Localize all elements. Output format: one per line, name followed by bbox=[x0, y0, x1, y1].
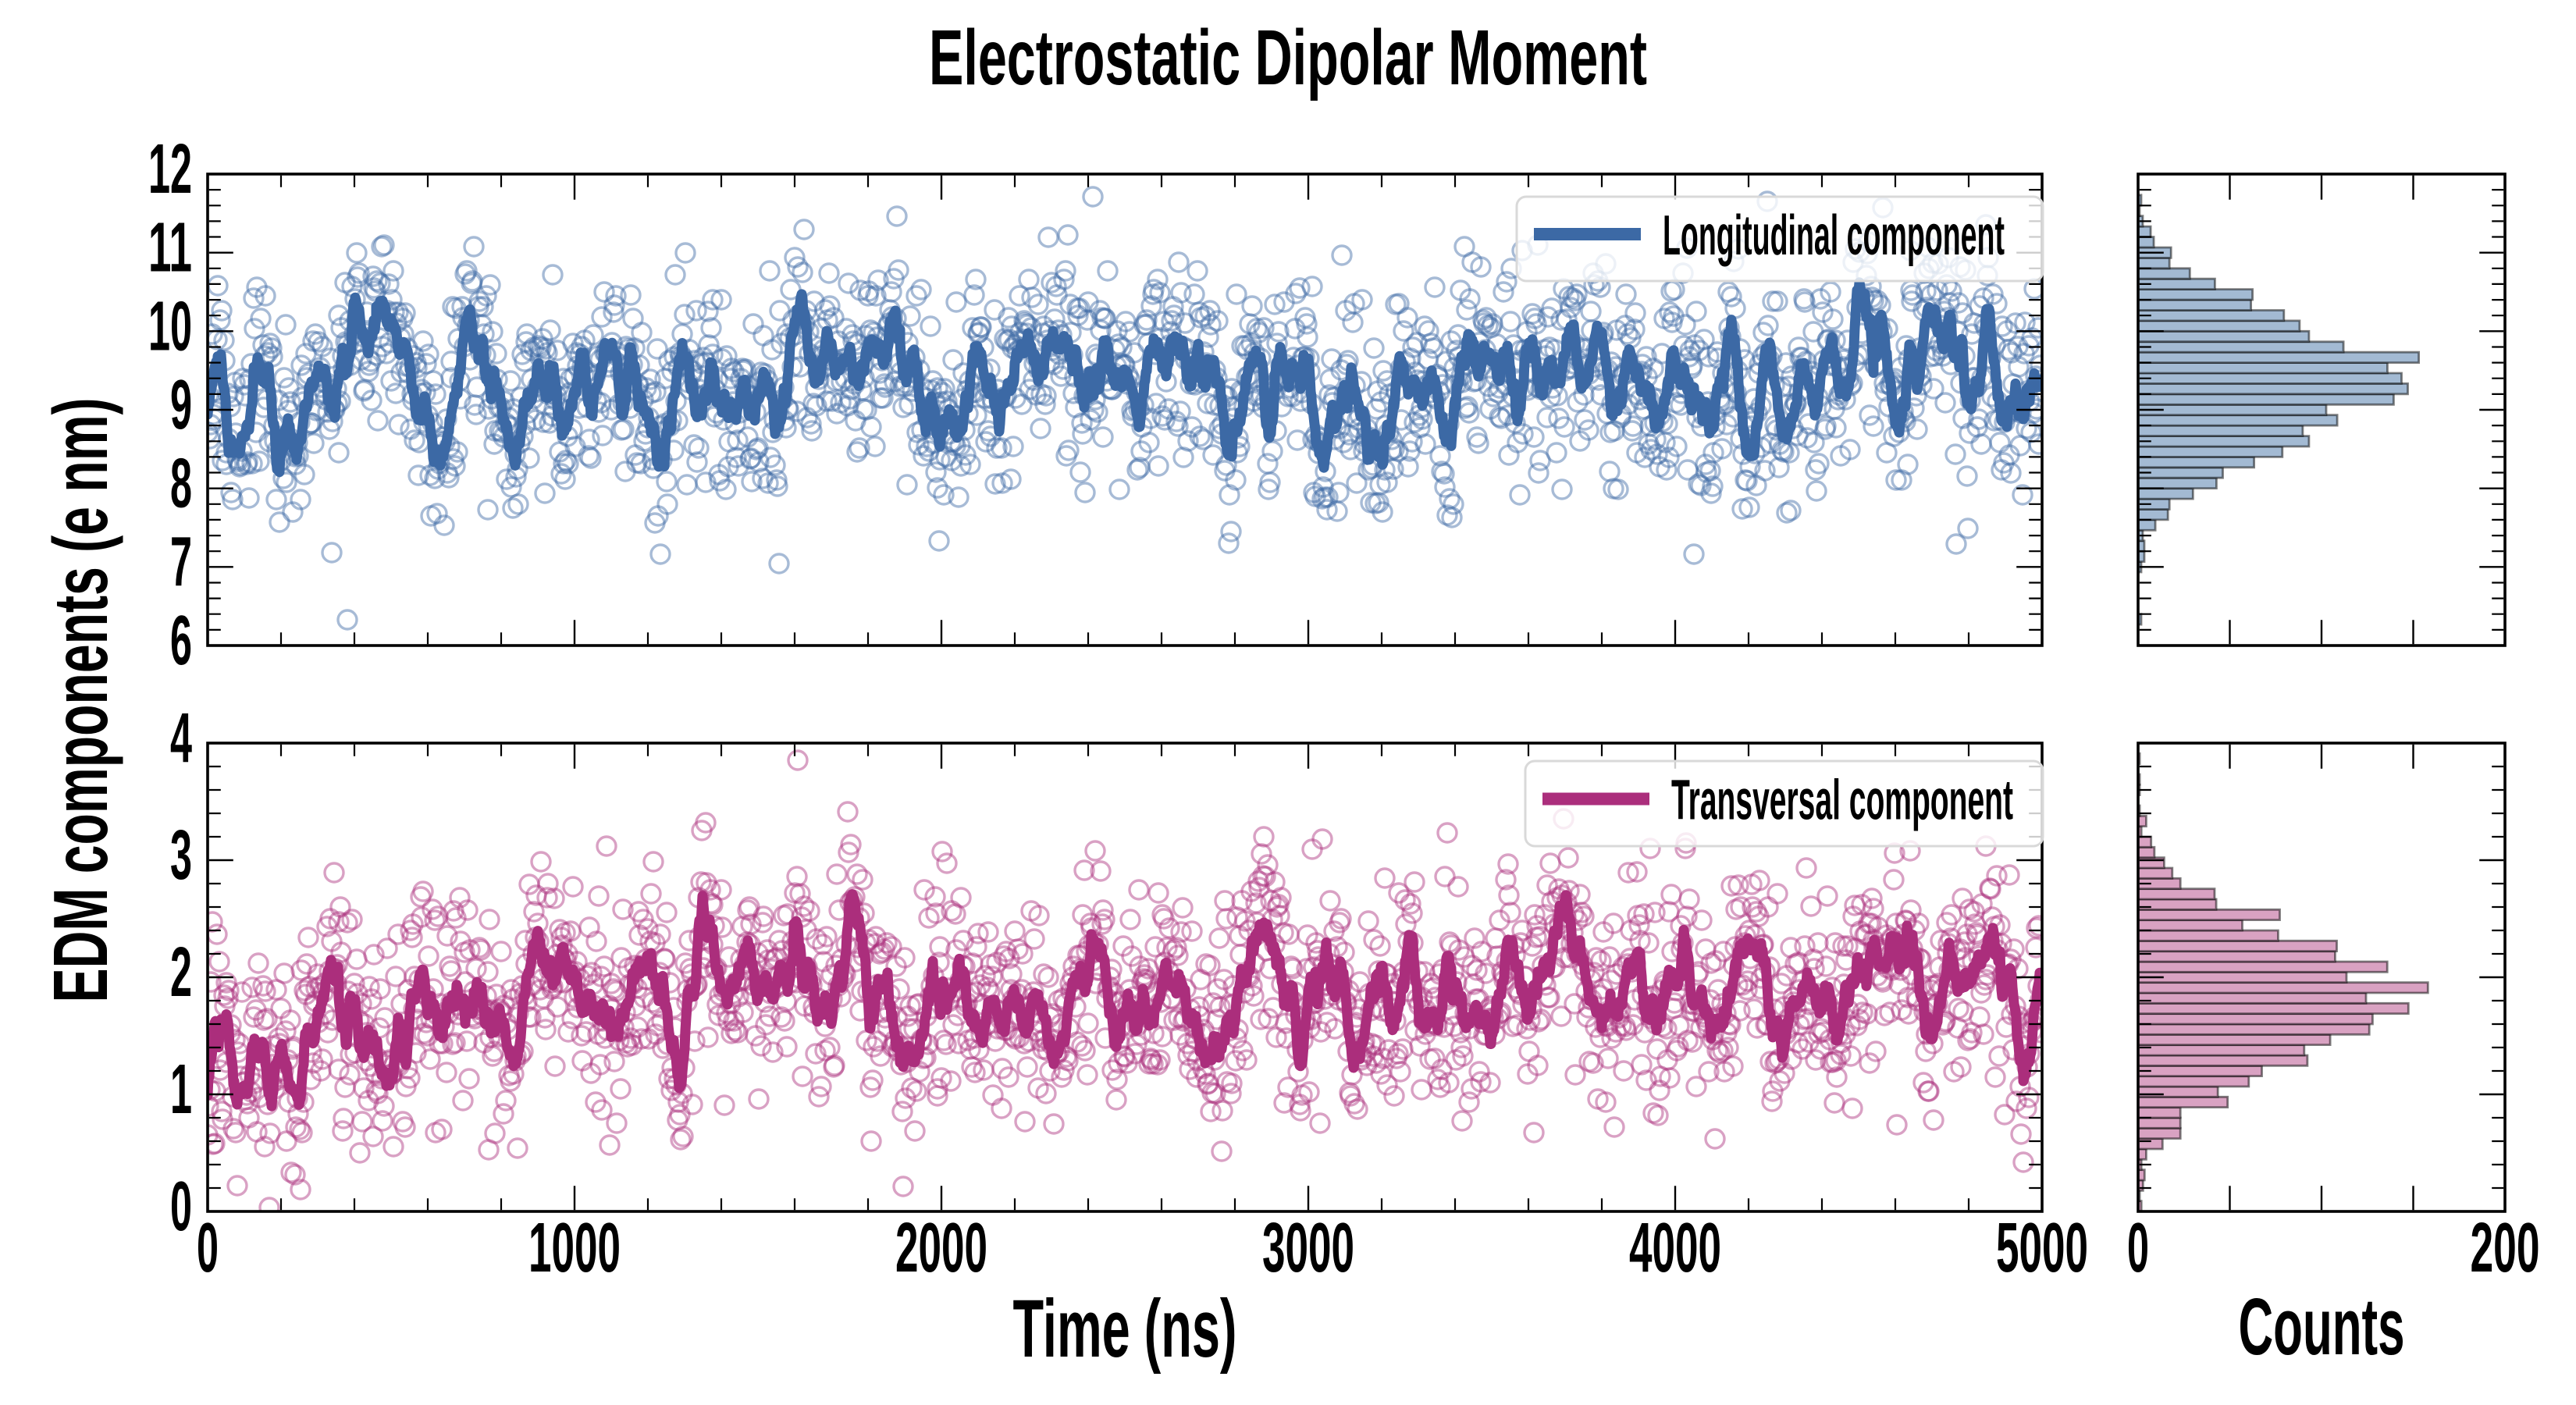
svg-text:5000: 5000 bbox=[1996, 1209, 2088, 1287]
svg-text:Longitudinal component: Longitudinal component bbox=[1663, 205, 2005, 267]
svg-text:EDM components (e nm): EDM components (e nm) bbox=[37, 398, 123, 1003]
svg-text:Electrostatic Dipolar Moment: Electrostatic Dipolar Moment bbox=[929, 14, 1647, 101]
svg-text:0: 0 bbox=[2127, 1209, 2149, 1287]
svg-text:Time (ns): Time (ns) bbox=[1013, 1283, 1237, 1375]
svg-text:4000: 4000 bbox=[1629, 1209, 1721, 1287]
svg-text:3: 3 bbox=[170, 816, 192, 895]
svg-text:9: 9 bbox=[170, 366, 192, 444]
svg-text:4: 4 bbox=[170, 699, 192, 777]
svg-text:0: 0 bbox=[170, 1168, 192, 1246]
svg-text:Transversal component: Transversal component bbox=[1671, 770, 2013, 832]
svg-text:12: 12 bbox=[148, 130, 192, 208]
svg-text:7: 7 bbox=[170, 523, 192, 601]
svg-text:2: 2 bbox=[170, 934, 192, 1012]
svg-text:8: 8 bbox=[170, 445, 192, 523]
svg-text:3000: 3000 bbox=[1262, 1209, 1354, 1287]
svg-text:1000: 1000 bbox=[528, 1209, 621, 1287]
svg-text:10: 10 bbox=[148, 287, 192, 365]
svg-text:1: 1 bbox=[170, 1051, 192, 1129]
svg-text:2000: 2000 bbox=[895, 1209, 987, 1287]
svg-text:11: 11 bbox=[148, 209, 192, 287]
svg-text:Counts: Counts bbox=[2239, 1282, 2405, 1371]
svg-text:6: 6 bbox=[170, 602, 192, 680]
svg-text:200: 200 bbox=[2471, 1209, 2540, 1287]
svg-text:0: 0 bbox=[197, 1209, 219, 1287]
